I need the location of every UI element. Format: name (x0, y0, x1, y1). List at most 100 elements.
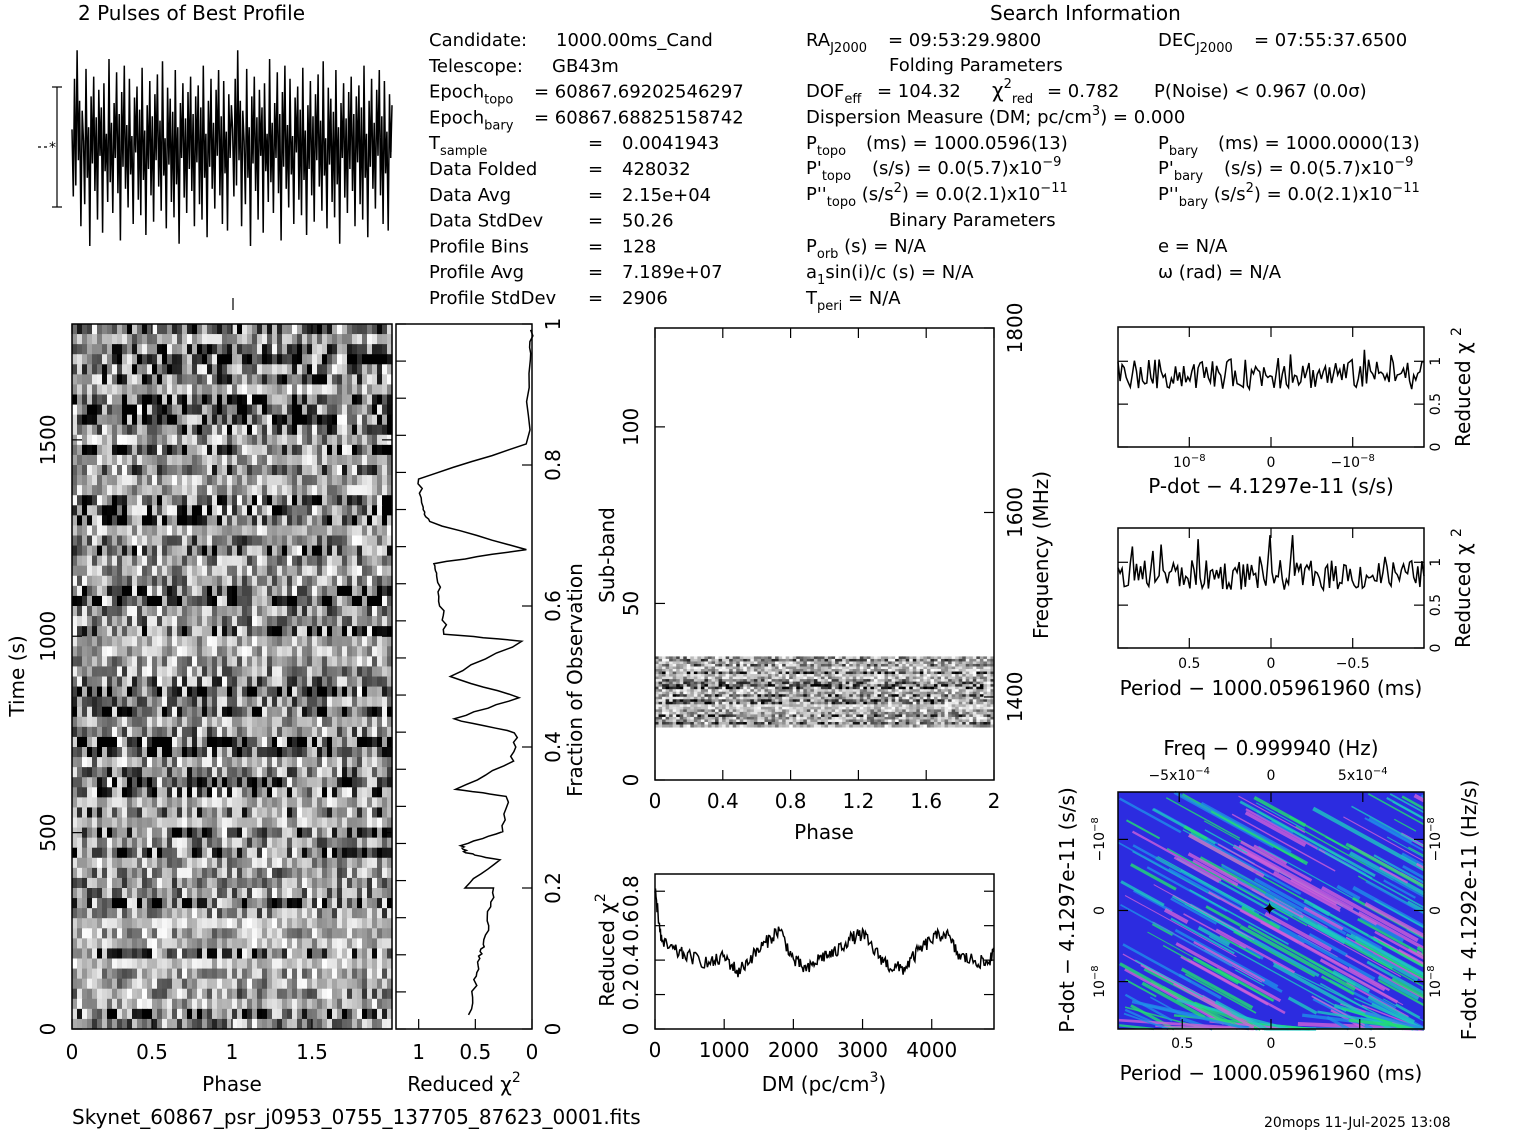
pdtopo-label: P'topo (806, 158, 851, 184)
ppdot-y2tick: 10−8 (1426, 965, 1444, 998)
info-value-10: 2906 (622, 288, 668, 309)
dof-label: DOFeff (806, 81, 862, 107)
time-phase-ytick: 1000 (36, 611, 60, 662)
search-info-block: RAJ2000 = 09:53:29.9800 DECJ2000 = 07:55… (805, 30, 1420, 314)
info-label-2: Epochtopo (429, 82, 513, 108)
ptopo-value: (ms) = 1000.0596(13) (866, 133, 1068, 154)
subband-xtick: 1.2 (842, 789, 874, 813)
period_chi2-xtick: 0.5 (1178, 656, 1200, 672)
info-value-6: 2.15e+04 (622, 185, 711, 206)
time-chi2-y2tick: 0 (541, 1023, 565, 1036)
info-value-3: = 60867.68825158742 (534, 107, 744, 128)
dm-chi2-panel: 0 1000 2000 3000 4000 0 0.2 0.40.6 0.8 DM (pc/cm3… (593, 873, 995, 1096)
pbary-value: (ms) = 1000.0000(13) (1218, 133, 1420, 154)
info-eq-7: = (588, 211, 603, 232)
info-label-10: Profile StdDev (429, 288, 557, 309)
ppdot-xtick: 0.5 (1171, 1036, 1193, 1052)
profile-title: 2 Pulses of Best Profile (78, 1, 305, 25)
time-phase-heatmap (72, 324, 393, 1030)
pbary-label: Pbary (1158, 133, 1198, 159)
dm-xtick: 2000 (768, 1038, 819, 1062)
info-label-0: Candidate: (429, 30, 527, 51)
info-label-6: Data Avg (429, 185, 511, 206)
time-chi2-y2tick: 0.6 (541, 590, 565, 622)
profile-error-marker: * (49, 140, 56, 156)
dm-xtick: 4000 (906, 1038, 957, 1062)
footer-stamp: 20mops 11-Jul-2025 13:08 (1264, 1115, 1451, 1131)
subband-ylabel: Sub-band (595, 507, 619, 603)
ecc-value: e = N/A (1158, 236, 1228, 257)
ppdot-top-tick: 5x10−4 (1338, 766, 1388, 784)
subband-frame (654, 327, 995, 781)
time-chi2-panel: 1 0.5 00 0.2 0.4 0.6 0.8 1 Reduced χ2 Fraction of… (395, 318, 587, 1096)
info-eq-5: = (588, 159, 603, 180)
subband-panel: 0 0.4 0.8 1.2 1.6 2 0 50 100 1400 1600 1800 Phase Sub… (595, 303, 1053, 844)
chi2-value: = 0.782 (1047, 81, 1119, 102)
pnoise-text: P(Noise) < 0.967 (0.0σ) (1154, 81, 1367, 102)
subband-ytick: 0 (619, 774, 643, 787)
pdot_chi2-y2label: Reduced χ 2 (1449, 327, 1475, 447)
dm-ytick: 0.2 (619, 979, 643, 1011)
subband-xtick: 0 (649, 789, 662, 813)
omega-value: ω (rad) = N/A (1158, 262, 1282, 283)
pddbary-label: P''bary (s/s2) = 0.0(2.1)x10−11 (1158, 181, 1420, 210)
period_chi2-xtick: 0 (1267, 656, 1276, 672)
time-chi2-y2tick: 0.4 (541, 731, 565, 763)
search-title: Search Information (990, 1, 1181, 25)
pdot_chi2-y2tick: 0.5 (1428, 393, 1444, 415)
time-phase-ytick: 0 (36, 1023, 60, 1036)
dm-ylabel: Reduced χ2 (593, 893, 619, 1007)
info-label-9: Profile Avg (429, 262, 524, 283)
period_chi2-y2tick: 0.5 (1428, 594, 1444, 616)
dm-xtick: 1000 (699, 1038, 750, 1062)
frequency-ytick: 1600 (1003, 487, 1027, 538)
period_chi2-y2label: Reduced χ 2 (1449, 528, 1475, 648)
fraction-observation-label: Fraction of Observation (563, 563, 587, 797)
period-chi2-panel: 0.5 0 −0.5 0 0.5 1 Period − 1000.05961960 (ms)… (1117, 527, 1475, 700)
subband-xlabel: Phase (794, 820, 854, 844)
time-phase-xtick: 0 (66, 1040, 79, 1064)
dm-ytick: 0.6 (619, 910, 643, 942)
dm-ytick: 0.8 (619, 875, 643, 907)
ppdot-xlabel: Period − 1000.05961960 (ms) (1120, 1061, 1423, 1085)
period_chi2-y2tick: 1 (1428, 558, 1444, 567)
dm-chi2-line (654, 888, 995, 978)
subband-heatmap (655, 656, 995, 728)
ppdot-best-marker: ✦ (1262, 899, 1277, 920)
time-phase-ylabel: Time (s) (5, 635, 29, 717)
tperi-label: Tperi = N/A (805, 288, 901, 314)
subband-xtick: 2 (988, 789, 1001, 813)
pdot_chi2-y2tick: 0 (1428, 443, 1444, 452)
dm-line: Dispersion Measure (DM; pc/cm3) = 0.000 (806, 104, 1185, 128)
info-eq-10: = (588, 288, 603, 309)
dm-xtick: 3000 (837, 1038, 888, 1062)
ppdot-xtick: −0.5 (1343, 1036, 1377, 1052)
time-chi2-y2tick: 0.2 (541, 872, 565, 904)
a1-label: a1sin(i)/c (s) = N/A (806, 262, 974, 288)
time-chi2-line (417, 329, 534, 1016)
period_chi2-y2tick: 0 (1428, 644, 1444, 653)
frequency-ytick: 1800 (1003, 303, 1027, 354)
binary-header: Binary Parameters (889, 210, 1056, 231)
info-eq-8: = (588, 236, 603, 257)
time-phase-xlabel: Phase (202, 1072, 262, 1096)
info-eq-4: = (588, 133, 603, 154)
time-chi2-xtick: 1 (412, 1040, 425, 1064)
info-value-0: 1000.00ms_Cand (556, 30, 713, 51)
ppdot-y2tick: 0 (1428, 906, 1444, 915)
time-chi2-xlabel: Reduced χ2 (407, 1070, 521, 1096)
time-phase-ytick: 1500 (36, 414, 60, 465)
info-label-8: Profile Bins (429, 236, 529, 257)
period_chi2-xlabel: Period − 1000.05961960 (ms) (1120, 676, 1423, 700)
info-label-3: Epochbary (429, 107, 514, 133)
info-label-7: Data StdDev (429, 211, 544, 232)
ppdot-ytick: 10−8 (1090, 965, 1108, 998)
pdbary-label: P'bary (1158, 158, 1203, 184)
ra-label: RAJ2000 (806, 30, 867, 56)
pdtopo-value: (s/s) = 0.0(5.7)x10−9 (872, 155, 1061, 179)
time-chi2-frame (395, 323, 533, 1030)
profile-line (71, 50, 393, 247)
footer-filename: Skynet_60867_psr_j0953_0755_137705_87623… (72, 1105, 641, 1129)
ppdot-ytick: −10−8 (1090, 817, 1108, 861)
